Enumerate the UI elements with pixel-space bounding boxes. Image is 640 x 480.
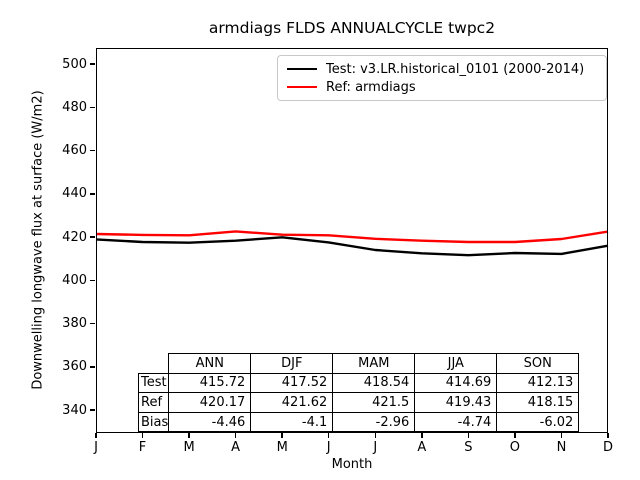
table-row: Test 415.72 417.52 418.54 414.69 412.13: [137, 372, 580, 394]
table-value-cell: 418.54: [332, 372, 416, 394]
table-value-cell: 414.69: [414, 372, 498, 394]
y-tick-label: 460: [62, 143, 87, 159]
y-tick-mark: [90, 409, 95, 411]
stats-table: ANN DJF MAM JJA SON Test 415.72 417.52 418.54 414…: [137, 353, 580, 433]
y-tick-mark: [90, 279, 95, 282]
y-tick-label: 500: [62, 56, 87, 72]
table-row-label: Test: [137, 372, 170, 394]
y-tick-mark: [90, 193, 95, 195]
x-tick-mark: [281, 433, 283, 438]
table-column-header: ANN: [168, 353, 252, 374]
x-tick-mark: [95, 433, 97, 438]
test-data-line: [95, 236, 609, 257]
table-value-cell: -4.74: [414, 411, 498, 433]
x-tick-mark: [467, 433, 470, 438]
x-tick-label: M: [276, 440, 288, 455]
x-tick-label: J: [326, 440, 331, 455]
legend-label-ref: Ref: armdiags: [326, 79, 416, 95]
y-tick-label: 360: [62, 359, 87, 375]
chart-title: armdiags FLDS ANNUALCYCLE twpc2: [208, 19, 496, 37]
test-line-swatch-icon: [287, 67, 317, 71]
y-tick-mark: [90, 366, 95, 368]
table-value-cell: 419.43: [414, 392, 498, 413]
x-axis-label: Month: [331, 457, 373, 472]
table-column-header: SON: [496, 353, 580, 374]
table-row-label: Ref: [137, 392, 170, 413]
table-value-cell: -2.96: [332, 411, 416, 433]
table-column-header: DJF: [250, 353, 334, 374]
plot-lines: [95, 230, 609, 257]
y-tick-mark: [90, 63, 95, 65]
table-value-cell: 420.17: [168, 392, 252, 413]
x-tick-label: J: [373, 440, 378, 455]
table-value-cell: -4.46: [168, 411, 252, 433]
table-value-cell: 412.13: [496, 372, 580, 394]
table-row: Bias -4.46 -4.1 -2.96 -4.74 -6.02: [137, 411, 580, 433]
table-value-cell: -4.1: [250, 411, 334, 433]
y-tick-mark: [90, 149, 95, 152]
y-tick-mark: [90, 106, 95, 108]
x-tick-label: O: [509, 440, 521, 455]
x-tick-label: S: [464, 440, 473, 455]
legend-item-test: Test: v3.LR.historical_0101 (2000-2014): [287, 60, 598, 78]
x-tick-mark: [607, 433, 609, 438]
x-tick-label: J: [94, 440, 98, 455]
table-value-cell: 421.5: [332, 392, 416, 413]
y-tick-label: 340: [62, 402, 87, 418]
x-tick-label: M: [183, 440, 195, 455]
x-tick-mark: [560, 433, 563, 438]
ref-data-line: [95, 230, 609, 244]
legend-label-test: Test: v3.LR.historical_0101 (2000-2014): [326, 61, 585, 77]
table-value-cell: 415.72: [168, 372, 252, 394]
table-value-cell: 418.15: [496, 392, 580, 413]
y-tick-label: 440: [62, 186, 87, 202]
table-row: Ref 420.17 421.62 421.5 419.43 418.15: [137, 392, 580, 413]
table-column-header: JJA: [414, 353, 498, 374]
y-tick-label: 480: [62, 99, 87, 115]
table-value-cell: 417.52: [250, 372, 334, 394]
x-tick-label: N: [556, 440, 567, 455]
x-tick-mark: [374, 433, 377, 438]
table-corner-blank: [139, 354, 169, 374]
x-tick-mark: [327, 433, 330, 438]
y-tick-mark: [90, 322, 95, 325]
y-tick-mark: [90, 236, 95, 238]
x-tick-mark: [234, 433, 237, 438]
table-row-label: Bias: [137, 411, 170, 433]
x-tick-mark: [421, 433, 423, 438]
x-tick-mark: [514, 433, 516, 438]
table-column-header: MAM: [332, 353, 416, 374]
x-tick-label: D: [602, 440, 613, 455]
x-tick-label: A: [417, 440, 427, 455]
table-value-cell: 421.62: [250, 392, 334, 413]
x-tick-mark: [141, 433, 144, 438]
x-tick-label: A: [231, 440, 241, 455]
x-tick-label: F: [138, 440, 147, 455]
x-tick-mark: [188, 433, 190, 438]
legend-item-ref: Ref: armdiags: [287, 78, 598, 96]
legend: Test: v3.LR.historical_0101 (2000-2014) …: [277, 55, 607, 101]
y-tick-label: 420: [62, 229, 87, 245]
y-tick-label: 380: [62, 316, 87, 332]
table-value-cell: -6.02: [496, 411, 580, 433]
ref-line-swatch-icon: [287, 85, 317, 89]
y-tick-label: 400: [62, 272, 87, 288]
